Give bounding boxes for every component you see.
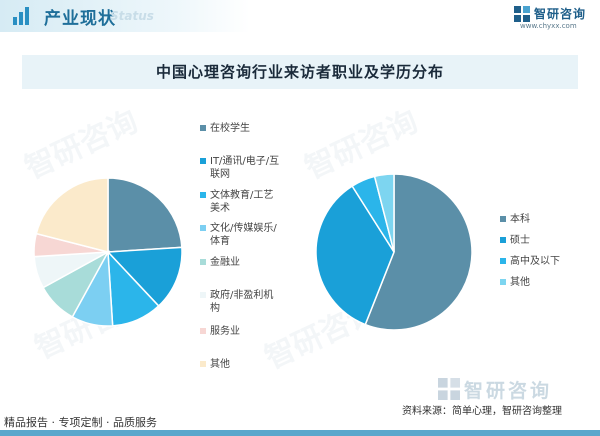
- education-slice-3: [373, 173, 395, 253]
- education-legend-swatch: [500, 216, 506, 222]
- occupation-legend-swatch: [200, 259, 206, 265]
- education-legend-swatch: [500, 237, 506, 243]
- occupation-legend-swatch: [200, 328, 206, 334]
- education-slice-1: [315, 185, 395, 326]
- occupation-legend-label: 金融业: [210, 257, 240, 268]
- occupation-legend-swatch: [200, 361, 206, 367]
- brand-watermark-logo-icon: [438, 378, 460, 400]
- occupation-slice-0: [107, 177, 183, 253]
- occupation-slice-1: [106, 246, 183, 308]
- occupation-legend-swatch: [200, 125, 206, 131]
- occupation-legend-label: 政府/非盈利机 构: [210, 290, 274, 314]
- chart-title-bar: 中国心理咨询行业来访者职业及学历分布: [22, 55, 578, 89]
- occupation-legend-swatch: [200, 292, 206, 298]
- data-source: 资料来源：简单心理，智研咨询整理: [402, 406, 562, 417]
- brand-watermark: 智研咨询: [464, 380, 553, 402]
- section-title: 产业现状: [44, 9, 116, 29]
- occupation-legend-swatch: [200, 192, 206, 198]
- brand-url: www.chyxx.com: [520, 22, 577, 30]
- occupation-legend-label: 其他: [210, 359, 230, 370]
- footer-bar: [0, 430, 600, 436]
- education-legend-label: 高中及以下: [510, 256, 560, 267]
- legend-occupation: 在校学生 IT/通讯/电子/互 联网 文体教育/工艺 美术 文化/传媒娱乐/ 体育金融…: [200, 122, 300, 382]
- brand-name: 智研咨询: [534, 7, 587, 21]
- occupation-legend-swatch: [200, 158, 206, 164]
- chart-icon: [13, 7, 29, 25]
- education-slice-0: [364, 173, 473, 331]
- section-subtitle: Status: [110, 9, 154, 23]
- occupation-legend-label: 在校学生: [210, 123, 250, 134]
- header-band: [0, 0, 250, 32]
- footer-tagline: 精品报告 · 专项定制 · 品质服务: [4, 416, 157, 429]
- brand-logo-icon: [514, 6, 530, 22]
- occupation-legend-swatch: [200, 225, 206, 231]
- education-legend-label: 硕士: [510, 235, 530, 246]
- education-legend-swatch: [500, 258, 506, 264]
- legend-education: 本科硕士高中及以下其他: [500, 213, 590, 293]
- page-header: 产业现状 Status 智研咨询 www.chyxx.com: [0, 0, 600, 32]
- occupation-slice-7: [35, 177, 109, 253]
- occupation-legend-label: 文体教育/工艺 美术: [210, 190, 274, 214]
- occupation-legend-label: 服务业: [210, 326, 240, 337]
- education-legend-label: 其他: [510, 277, 530, 288]
- education-legend-label: 本科: [510, 214, 530, 225]
- education-legend-swatch: [500, 279, 506, 285]
- occupation-legend-label: IT/通讯/电子/互 联网: [210, 156, 280, 180]
- occupation-legend-label: 文化/传媒娱乐/ 体育: [210, 223, 277, 247]
- chart-title: 中国心理咨询行业来访者职业及学历分布: [155, 63, 444, 81]
